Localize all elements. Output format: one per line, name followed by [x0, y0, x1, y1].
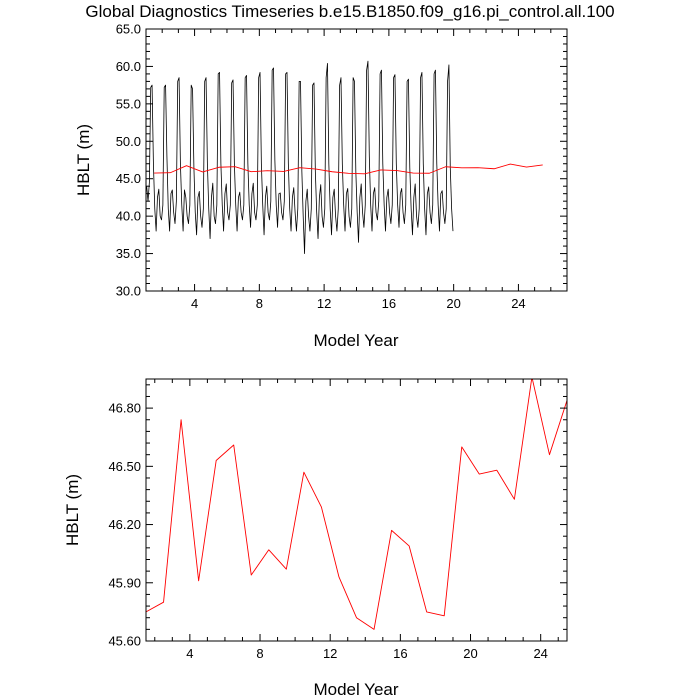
annual-mean-series-line: [146, 379, 567, 630]
y-axis-title: HBLT (m): [63, 474, 82, 546]
figure-title: Global Diagnostics Timeseries b.e15.B185…: [85, 2, 614, 21]
y-tick-label: 46.50: [108, 459, 141, 474]
x-tick-label: 16: [393, 646, 407, 661]
plot-frame: [145, 28, 568, 292]
panel-bottom: Model Year HBLT (m) 4 8 12 16 20 24 45.60 45.90…: [63, 378, 568, 699]
plot-frame: [145, 378, 568, 642]
x-tick-label: 12: [323, 646, 337, 661]
x-tick-label: 8: [256, 646, 263, 661]
panel-top: Model Year HBLT (m) 4 8 12 16 20 24 30.0 35.0 40…: [74, 22, 568, 350]
y-tick-label: 35.0: [116, 246, 141, 261]
y-tick-label: 46.80: [108, 401, 141, 416]
x-tick-label: 4: [191, 296, 198, 311]
annual-mean-series-line: [154, 163, 543, 175]
plot-area: [146, 379, 567, 630]
x-tick-label: 20: [463, 646, 477, 661]
y-tick-label: 30.0: [116, 284, 141, 299]
y-tick-label: 40.0: [116, 209, 141, 224]
y-tick-label: 45.60: [108, 634, 141, 649]
y-tick-label: 45.90: [108, 575, 141, 590]
x-axis-title: Model Year: [313, 680, 398, 699]
plot-area: [146, 60, 543, 254]
y-tick-label: 45.0: [116, 171, 141, 186]
x-tick-label: 8: [256, 296, 263, 311]
y-tick-label: 60.0: [116, 59, 141, 74]
y-tick-label: 46.20: [108, 517, 141, 532]
y-tick-label: 55.0: [116, 96, 141, 111]
y-tick-label: 50.0: [116, 134, 141, 149]
y-axis-title: HBLT (m): [74, 124, 93, 196]
x-tick-label: 4: [186, 646, 193, 661]
x-axis-title: Model Year: [313, 331, 398, 350]
x-tick-label: 24: [533, 646, 547, 661]
x-tick-label: 16: [382, 296, 396, 311]
y-tick-label: 65.0: [116, 22, 141, 37]
x-tick-label: 12: [317, 296, 331, 311]
x-tick-label: 20: [446, 296, 460, 311]
monthly-series-line: [146, 60, 454, 254]
x-tick-label: 24: [511, 296, 525, 311]
